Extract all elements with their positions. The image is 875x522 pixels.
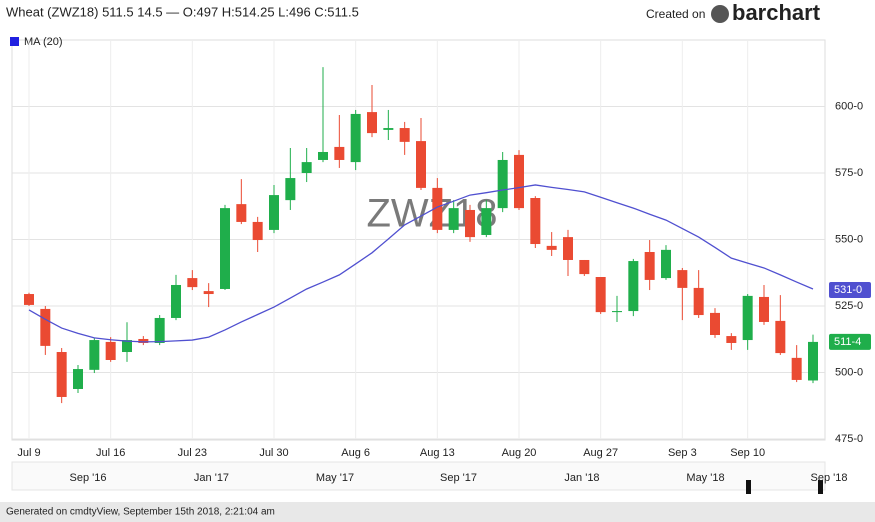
candle-body xyxy=(105,341,116,360)
candle-body xyxy=(236,204,247,222)
candle-body xyxy=(89,340,100,370)
x-tick-label: Jul 23 xyxy=(178,447,207,459)
candle-body xyxy=(481,208,492,235)
y-tick-label: 475-0 xyxy=(835,433,863,445)
candle-body xyxy=(644,252,655,280)
watermark: ZWZ18 xyxy=(366,192,497,236)
last-value-box xyxy=(829,282,871,299)
candle-body xyxy=(530,198,541,245)
candle-body xyxy=(661,249,671,279)
candle-body xyxy=(334,146,345,160)
y-tick-label: 500-0 xyxy=(835,366,863,378)
candle-body xyxy=(791,357,802,380)
footer-bar xyxy=(0,502,875,522)
candle-body xyxy=(318,151,328,160)
x-tick-label: Aug 6 xyxy=(341,447,370,459)
candle-body xyxy=(546,245,557,250)
navigator-label: May '18 xyxy=(686,472,724,484)
candle-body xyxy=(677,270,688,288)
candle-body xyxy=(171,284,181,318)
candle-body xyxy=(367,112,377,134)
footer: Generated on cmdtyView, September 15th 2… xyxy=(6,507,275,518)
candle-body xyxy=(416,141,426,188)
x-tick-label: Sep 10 xyxy=(730,447,765,459)
candle-body xyxy=(301,162,312,173)
candle-body xyxy=(220,208,230,289)
candle-body xyxy=(154,317,165,343)
x-tick-label: Aug 27 xyxy=(583,447,618,459)
x-tick-label: Sep 3 xyxy=(668,447,697,459)
candle-body xyxy=(187,278,198,288)
navigator-handle[interactable] xyxy=(818,480,823,494)
navigator-label: Sep '17 xyxy=(440,472,477,484)
candle-body xyxy=(465,209,475,238)
x-tick-label: Aug 13 xyxy=(420,447,455,459)
candle-body xyxy=(710,312,720,335)
candle-body xyxy=(269,195,279,230)
candle-body xyxy=(252,221,263,241)
candle-body xyxy=(628,261,639,312)
y-tick-label: 525-0 xyxy=(835,300,863,312)
navigator-label: Sep '18 xyxy=(811,472,848,484)
x-tick-label: Jul 30 xyxy=(259,447,288,459)
candle-body xyxy=(138,338,149,343)
brand: barchart xyxy=(732,0,821,25)
y-tick-label: 550-0 xyxy=(835,233,863,245)
candle-body xyxy=(563,237,573,260)
candle-body xyxy=(579,259,590,275)
navigator[interactable] xyxy=(11,461,826,491)
ma-line xyxy=(28,184,814,343)
legend-swatch xyxy=(10,37,19,46)
x-tick-label: Jul 9 xyxy=(17,447,40,459)
y-tick-label: 600-0 xyxy=(835,100,863,112)
last-close-box xyxy=(829,333,871,350)
navigator-handle[interactable] xyxy=(746,480,751,494)
created-on: Created on xyxy=(646,7,705,21)
candle-body xyxy=(432,187,443,230)
candle-body xyxy=(693,287,704,316)
candle-body xyxy=(285,178,296,201)
candle-body xyxy=(742,295,753,341)
candle-body xyxy=(56,352,67,397)
navigator-label: Jan '18 xyxy=(564,472,599,484)
brand-icon xyxy=(711,5,729,23)
candle-body xyxy=(759,296,769,322)
last-close-label: 511-4 xyxy=(834,336,861,348)
navigator-label: Jan '17 xyxy=(194,472,229,484)
candle-body xyxy=(808,341,818,381)
last-value-label: 531-0 xyxy=(834,284,862,296)
candle-body xyxy=(122,340,132,353)
navigator-label: May '17 xyxy=(316,472,354,484)
candle-body xyxy=(203,291,214,295)
candle-body xyxy=(73,369,83,389)
header-title: Wheat (ZWZ18) 511.5 14.5 — O:497 H:514.2… xyxy=(6,4,359,19)
candle-body xyxy=(726,336,737,343)
x-tick-label: Jul 16 xyxy=(96,447,125,459)
candle-body xyxy=(448,208,459,230)
candle-body xyxy=(612,311,622,313)
legend-label: MA (20) xyxy=(24,36,63,48)
candle-body xyxy=(383,128,394,130)
candle-body xyxy=(40,308,51,346)
candle-body xyxy=(497,159,508,209)
x-tick-label: Aug 20 xyxy=(502,447,537,459)
navigator-label: Sep '16 xyxy=(70,472,107,484)
candle-body xyxy=(350,113,361,163)
candle-body xyxy=(514,154,524,209)
candle-body xyxy=(775,320,786,354)
y-tick-label: 575-0 xyxy=(835,167,863,179)
candle-body xyxy=(24,294,34,305)
candle-body xyxy=(595,277,606,313)
candle-body xyxy=(399,128,410,142)
